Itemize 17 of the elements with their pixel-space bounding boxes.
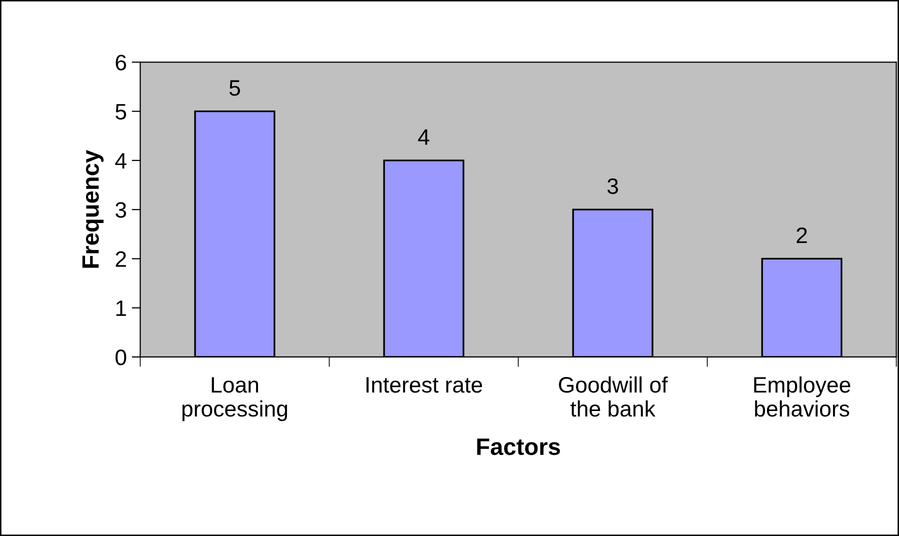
y-axis-title: Frequency xyxy=(82,150,104,268)
y-tick-label: 3 xyxy=(116,202,126,218)
x-tick-label: Loan processing xyxy=(182,377,288,422)
x-axis-title: Factors xyxy=(477,438,560,456)
y-tick-label: 1 xyxy=(116,300,126,316)
y-tick-label: 4 xyxy=(115,153,126,168)
x-tick-label: Goodwill of the bank xyxy=(558,376,668,417)
x-tick-label: Employee behaviors xyxy=(754,376,850,417)
y-tick-label: 2 xyxy=(116,251,126,267)
data-label: 3 xyxy=(607,178,618,194)
data-label: 2 xyxy=(796,227,807,243)
x-tick-label: Interest rate xyxy=(366,377,482,393)
y-tick-label: 6 xyxy=(116,54,126,70)
y-tick-label: 5 xyxy=(116,104,126,120)
data-label: 4 xyxy=(418,129,430,145)
y-tick-label: 0 xyxy=(116,350,126,366)
data-label: 5 xyxy=(229,80,240,96)
